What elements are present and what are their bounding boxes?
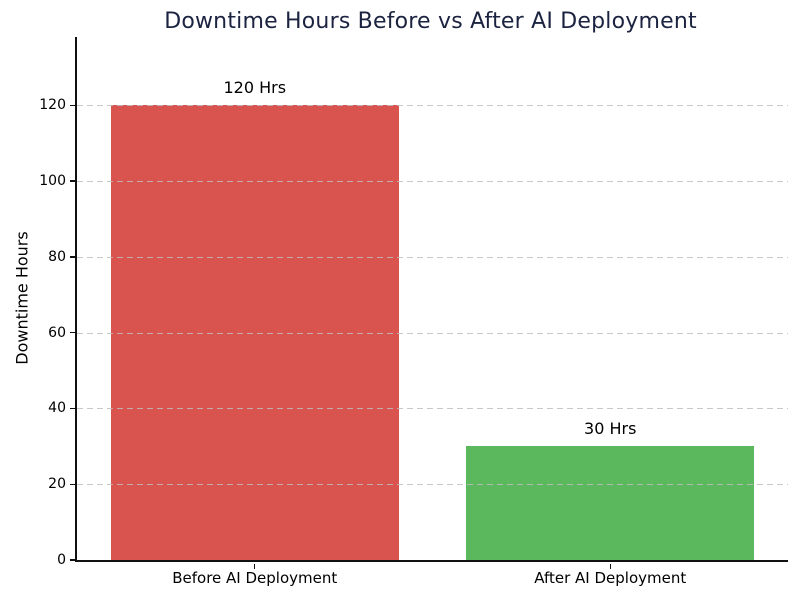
gridline [77,256,788,258]
y-tick-mark [70,104,75,106]
y-tick-mark [70,559,75,561]
y-tick-label: 60 [48,324,66,341]
gridline [77,105,788,107]
chart-title: Downtime Hours Before vs After AI Deploy… [164,9,697,34]
y-tick-mark [70,407,75,410]
y-tick-mark [70,483,75,485]
gridline [77,332,788,334]
x-tick-label: Before AI Deployment [172,569,338,587]
plot-area: 120 Hrs Before AI Deployment 30 Hrs After A… [39,37,788,587]
y-tick-label: 120 [39,97,66,114]
y-tick-mark [70,180,75,182]
y-tick-mark [70,256,75,258]
y-tick-mark [70,331,75,334]
x-tick-mark [254,564,256,569]
bar-value-label: 30 Hrs [584,419,637,439]
y-tick-label: 40 [48,400,66,417]
y-tick-label: 0 [57,552,66,568]
x-tick-label: After AI Deployment [534,569,687,587]
bar-after-ai-deployment [466,446,755,560]
x-tick-mark [609,564,611,569]
bar-value-label: 120 Hrs [223,78,287,98]
y-tick-label: 100 [39,173,66,189]
gridline [77,484,788,486]
y-tick-label: 20 [48,476,66,493]
gridline [77,181,788,182]
gridline [77,408,788,410]
y-tick-label: 80 [48,248,66,265]
